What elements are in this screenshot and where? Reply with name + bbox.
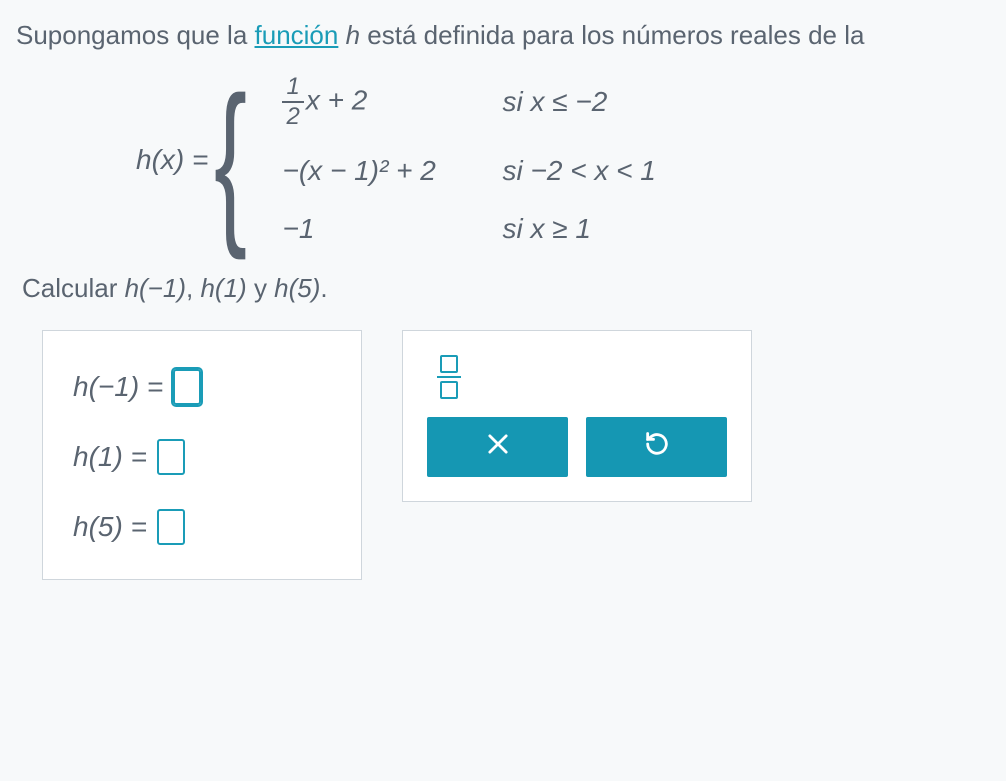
fraction-tool-button[interactable]: [437, 355, 461, 399]
calc-f3: h(5): [274, 273, 320, 303]
function-definition: h(x) = { 1 2 x + 2 si x ≤ −2 −(x − 1)² +…: [136, 75, 990, 245]
clear-button[interactable]: [427, 417, 568, 477]
case-2-expr: −(x − 1)² + 2: [282, 155, 502, 187]
answer-2-label: h(1) =: [73, 441, 147, 473]
tool-buttons-row: [427, 417, 727, 477]
case-2-cond: si −2 < x < 1: [502, 155, 655, 187]
function-link[interactable]: función: [255, 20, 339, 50]
answer-panel: h(−1) = h(1) = h(5) =: [42, 330, 362, 580]
answer-row-1: h(−1) =: [73, 369, 321, 405]
reset-icon: [643, 430, 671, 465]
answer-1-label: h(−1) =: [73, 371, 163, 403]
brace-icon: {: [214, 93, 247, 228]
fraction-tool-bottom-icon: [440, 381, 458, 399]
reset-button[interactable]: [586, 417, 727, 477]
case-1-fraction: 1 2: [282, 75, 303, 129]
answer-3-input[interactable]: [157, 509, 185, 545]
case-1-frac-den: 2: [286, 103, 299, 129]
case-1: 1 2 x + 2 si x ≤ −2: [282, 75, 655, 129]
lhs-fn: h: [136, 144, 152, 175]
definition-lhs: h(x) =: [136, 144, 208, 176]
case-1-expr: 1 2 x + 2: [282, 75, 502, 129]
lhs-var: (x) =: [152, 144, 209, 175]
fraction-tool-bar-icon: [437, 376, 461, 378]
answer-row-2: h(1) =: [73, 439, 321, 475]
prompt-mid: [338, 20, 345, 50]
prompt-prefix: Supongamos que la: [16, 20, 255, 50]
calc-f1: h(−1): [125, 273, 186, 303]
case-3: −1 si x ≥ 1: [282, 213, 655, 245]
answer-2-input[interactable]: [157, 439, 185, 475]
clear-icon: [484, 430, 512, 465]
tool-panel: [402, 330, 752, 502]
prompt-suffix: está definida para los números reales de…: [360, 20, 864, 50]
fraction-tool-top-icon: [440, 355, 458, 373]
answer-1-input[interactable]: [173, 369, 201, 405]
calc-end: .: [320, 273, 327, 303]
prompt-fvar: h: [346, 20, 360, 50]
problem-prompt: Supongamos que la función h está definid…: [16, 20, 990, 51]
case-1-rest: x + 2: [306, 84, 367, 115]
case-3-cond: si x ≥ 1: [502, 213, 591, 245]
calculate-instruction: Calcular h(−1), h(1) y h(5).: [22, 273, 990, 304]
answer-3-label: h(5) =: [73, 511, 147, 543]
case-2: −(x − 1)² + 2 si −2 < x < 1: [282, 155, 655, 187]
panels-row: h(−1) = h(1) = h(5) =: [42, 330, 990, 580]
case-1-frac-num: 1: [282, 75, 303, 103]
piecewise-cases: 1 2 x + 2 si x ≤ −2 −(x − 1)² + 2 si −2 …: [282, 75, 655, 245]
case-3-expr: −1: [282, 213, 502, 245]
calc-sep2: y: [247, 273, 274, 303]
case-1-cond: si x ≤ −2: [502, 86, 607, 118]
answer-row-3: h(5) =: [73, 509, 321, 545]
calc-f2: h(1): [200, 273, 246, 303]
calc-label: Calcular: [22, 273, 125, 303]
calc-sep1: ,: [186, 273, 200, 303]
